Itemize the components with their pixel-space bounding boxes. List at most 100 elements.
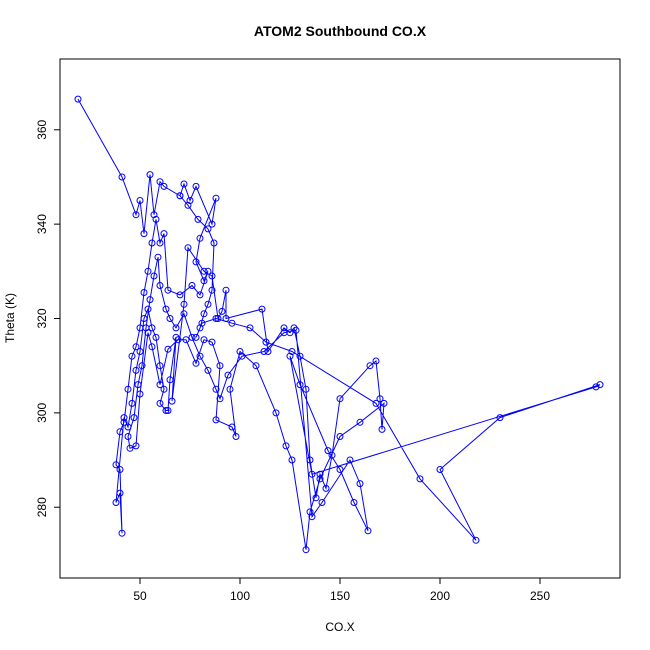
data-point [160,230,168,238]
data-point [136,390,144,398]
data-point [200,267,208,275]
data-point [380,399,388,407]
data-point [156,362,164,370]
data-point [138,362,146,370]
y-tick-label: 320 [35,308,49,328]
data-point [324,447,332,455]
data-point [140,315,148,322]
data-point [306,456,314,464]
data-point [302,385,310,393]
data-point [366,362,374,370]
data-point [288,348,296,355]
points-group [74,95,604,554]
data-point [208,338,216,346]
data-point [176,291,184,299]
data-point [322,484,330,492]
x-axis: 50 100 150 200 250 [133,578,550,603]
data-point [192,258,200,266]
data-point [336,433,344,440]
data-point [372,399,380,407]
data-point [124,433,132,440]
data-point [356,480,364,488]
data-point [592,383,600,391]
data-point [208,220,216,228]
data-point [172,324,180,332]
data-point [236,348,244,355]
data-point [120,418,128,426]
data-point [222,286,230,294]
data-point [182,336,190,344]
data-point [218,307,226,315]
data-point [118,173,126,181]
data-point [308,513,316,521]
data-point [150,211,158,219]
data-point [144,305,152,313]
data-point [378,425,386,433]
y-tick-label: 280 [35,497,49,517]
data-point [180,310,188,318]
data-point [232,433,240,440]
y-axis: 280 300 320 340 360 [35,119,60,517]
data-point [74,95,82,103]
data-point [216,362,224,370]
data-point [596,381,604,389]
data-point [132,366,140,374]
data-point [194,215,202,223]
data-point [192,359,200,367]
data-point [152,333,160,341]
data-point [364,527,372,535]
data-point [162,407,170,414]
data-point [416,475,424,483]
data-point [226,385,234,393]
data-point [272,409,280,417]
data-point [128,352,136,360]
data-point [496,414,504,422]
data-point [204,225,212,233]
data-point [154,253,162,261]
data-point [472,536,480,544]
y-axis-label: Theta (K) [3,293,17,343]
data-point [124,423,132,431]
x-axis-label: CO.X [325,620,354,634]
data-point [222,315,230,322]
data-point [296,352,304,360]
data-point [148,239,156,247]
data-point [156,381,164,389]
data-point [262,338,270,346]
data-point [118,529,126,537]
data-point [192,182,200,190]
data-point [142,324,150,332]
data-point [164,345,172,353]
data-point [246,324,254,332]
data-point [196,291,204,299]
data-point [210,239,218,247]
x-tick-label: 200 [430,589,450,603]
data-point [160,182,168,190]
y-tick-label: 340 [35,214,49,234]
data-point [208,272,216,280]
data-point [282,442,290,450]
data-point [112,499,120,506]
data-point [156,399,164,407]
data-point [184,201,192,209]
data-point [258,305,266,313]
data-point [224,371,232,379]
data-point [346,456,354,464]
data-point [228,423,236,431]
data-point [132,442,140,450]
data-point [214,315,222,322]
data-point [152,215,160,223]
y-tick-label: 300 [35,403,49,423]
data-point [336,395,344,403]
data-point [316,470,324,478]
data-point [168,397,176,405]
data-point [116,489,124,497]
data-point [112,461,120,469]
data-point [180,180,188,188]
data-point [196,352,204,360]
data-point [312,494,320,502]
series-line [77,98,601,550]
data-point [134,381,142,389]
data-point [212,385,220,393]
data-point [192,333,200,341]
